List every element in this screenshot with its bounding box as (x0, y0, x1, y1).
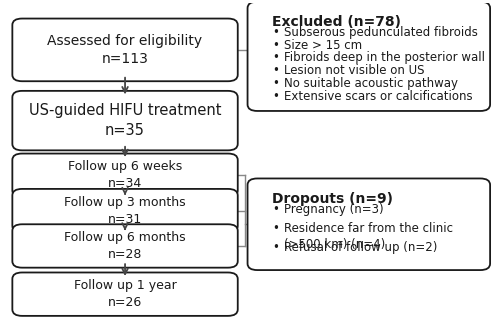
Text: Follow up 6 weeks
n=34: Follow up 6 weeks n=34 (68, 160, 182, 190)
FancyBboxPatch shape (248, 2, 490, 111)
Text: Follow up 3 months
n=31: Follow up 3 months n=31 (64, 195, 186, 226)
Text: •: • (272, 222, 279, 235)
Text: •: • (272, 26, 279, 39)
Text: Lesion not visible on US: Lesion not visible on US (284, 64, 425, 77)
Text: Refusal of follow up (n=2): Refusal of follow up (n=2) (284, 241, 438, 254)
FancyBboxPatch shape (12, 224, 238, 268)
Text: •: • (272, 90, 279, 103)
FancyBboxPatch shape (12, 189, 238, 232)
Text: •: • (272, 64, 279, 77)
Text: Follow up 1 year
n=26: Follow up 1 year n=26 (74, 279, 176, 309)
Text: •: • (272, 203, 279, 215)
Text: •: • (272, 51, 279, 65)
Text: Follow up 6 months
n=28: Follow up 6 months n=28 (64, 231, 186, 261)
Text: Pregnancy (n=3): Pregnancy (n=3) (284, 203, 384, 215)
Text: Assessed for eligibility
n=113: Assessed for eligibility n=113 (48, 34, 203, 66)
Text: Residence far from the clinic
(>500 km) (n=4): Residence far from the clinic (>500 km) … (284, 222, 454, 251)
Text: •: • (272, 39, 279, 51)
FancyBboxPatch shape (248, 178, 490, 270)
Text: Extensive scars or calcifications: Extensive scars or calcifications (284, 90, 473, 103)
Text: •: • (272, 241, 279, 254)
Text: Excluded (n=78): Excluded (n=78) (272, 15, 401, 29)
Text: Dropouts (n=9): Dropouts (n=9) (272, 192, 393, 206)
Text: Fibroids deep in the posterior wall: Fibroids deep in the posterior wall (284, 51, 486, 65)
Text: Size > 15 cm: Size > 15 cm (284, 39, 362, 51)
FancyBboxPatch shape (12, 91, 238, 150)
Text: Subserous pedunculated fibroids: Subserous pedunculated fibroids (284, 26, 478, 39)
FancyBboxPatch shape (12, 154, 238, 197)
Text: No suitable acoustic pathway: No suitable acoustic pathway (284, 77, 459, 90)
Text: US-guided HIFU treatment
n=35: US-guided HIFU treatment n=35 (29, 103, 222, 138)
FancyBboxPatch shape (12, 273, 238, 316)
Text: •: • (272, 77, 279, 90)
FancyBboxPatch shape (12, 19, 238, 81)
